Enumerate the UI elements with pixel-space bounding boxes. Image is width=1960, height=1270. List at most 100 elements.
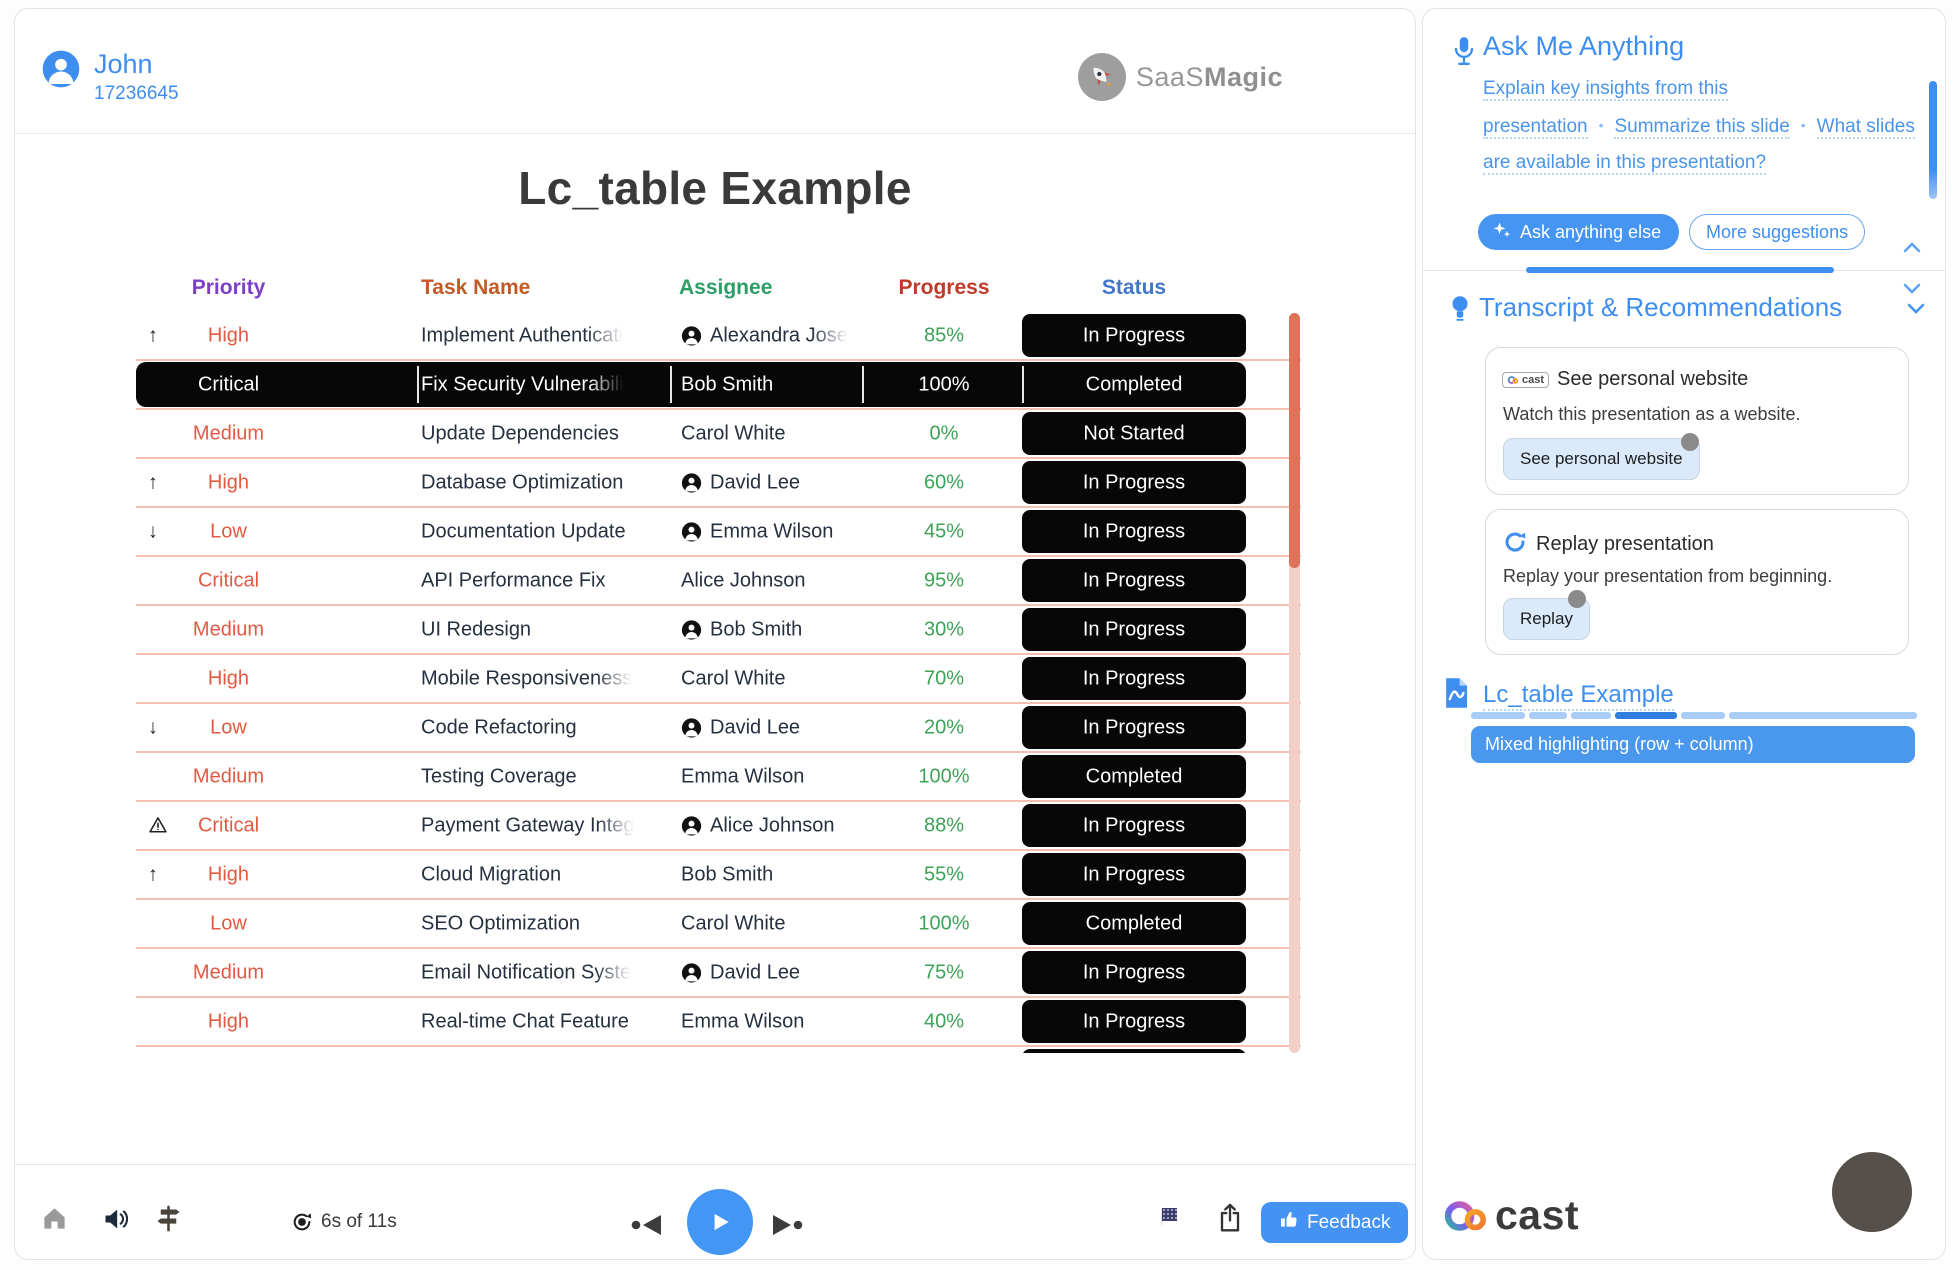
progress-cell: 40% bbox=[923, 1010, 965, 1032]
cast-wordmark: cast bbox=[1495, 1192, 1580, 1238]
progress-cell: 60% bbox=[923, 471, 965, 493]
table-row: Critical Payment Gateway Integ Alice Johns… bbox=[136, 802, 1301, 851]
assistant-sidebar: Ask Me Anything Explain key insights fro… bbox=[1422, 8, 1946, 1260]
down-icon: ↓ bbox=[148, 716, 158, 739]
drag-dot[interactable] bbox=[1681, 433, 1699, 451]
us-flag-icon[interactable] bbox=[1161, 1207, 1177, 1226]
slide-segment[interactable] bbox=[1571, 712, 1611, 719]
thumbs-up-icon bbox=[1279, 1210, 1299, 1236]
progress-cell: 20% bbox=[923, 716, 965, 738]
see-personal-website-button[interactable]: See personal website bbox=[1503, 438, 1700, 480]
card-body: Replay your presentation from beginning. bbox=[1503, 566, 1833, 586]
suggestion-link[interactable]: Explain key insights from this presentat… bbox=[1483, 78, 1728, 139]
progress-cell: 88% bbox=[923, 814, 965, 836]
slide-segment[interactable] bbox=[1529, 712, 1567, 719]
recommendation-card-website: cast See personal website Watch this pre… bbox=[1485, 347, 1909, 495]
drag-dot[interactable] bbox=[1568, 590, 1586, 608]
progress-cell: 70% bbox=[923, 667, 965, 689]
next-icon[interactable] bbox=[771, 1214, 803, 1241]
assignee-avatar-icon bbox=[681, 325, 702, 346]
progress-cell: 75% bbox=[923, 961, 965, 983]
home-icon[interactable] bbox=[41, 1205, 68, 1237]
brand-logo: SaaSMagic bbox=[1077, 53, 1283, 101]
signpost-icon[interactable] bbox=[153, 1203, 184, 1239]
volume-icon[interactable] bbox=[101, 1205, 131, 1238]
status-highlight bbox=[1022, 412, 1246, 455]
brand-wordmark: SaaSMagic bbox=[1135, 61, 1283, 92]
priority-cell: ↑ High bbox=[148, 863, 250, 886]
chevron-up-icon[interactable] bbox=[1903, 240, 1921, 258]
webcam-bubble[interactable] bbox=[1832, 1152, 1912, 1232]
status-highlight bbox=[1022, 314, 1246, 357]
table-body: ↑ High Implement Authenticati Alexandra Jos… bbox=[136, 312, 1301, 1053]
column-header: Status bbox=[1101, 276, 1167, 299]
task-cell: Update Dependencies bbox=[421, 422, 619, 444]
loop-icon[interactable] bbox=[290, 1211, 314, 1238]
chevron-down-icon[interactable] bbox=[1907, 301, 1925, 319]
table-row: High Mobile Responsiveness Carol White 70% I… bbox=[136, 655, 1301, 704]
assignee-cell: Alice Johnson bbox=[681, 814, 966, 837]
status-highlight bbox=[1022, 1049, 1246, 1053]
status-cell: Completed bbox=[1085, 912, 1183, 934]
chevron-down-icon[interactable] bbox=[1903, 281, 1921, 299]
playback-time: 6s of 11s bbox=[321, 1211, 397, 1232]
feedback-button[interactable]: Feedback bbox=[1261, 1202, 1409, 1243]
task-table: Priority Task Name Assignee Progress Status … bbox=[136, 266, 1301, 1053]
document-icon bbox=[1441, 677, 1471, 714]
task-cell: UI Redesign bbox=[421, 618, 532, 640]
cast-logo-icon[interactable]: cast bbox=[1443, 1192, 1579, 1239]
status-highlight bbox=[1022, 608, 1246, 651]
previous-icon[interactable] bbox=[631, 1214, 663, 1241]
slide-segment[interactable] bbox=[1615, 712, 1677, 719]
table-row: Medium UI Redesign Bob Smith 30% In Progress bbox=[136, 606, 1301, 655]
table-scrollbar[interactable] bbox=[1289, 313, 1300, 1053]
priority-cell: ↑ High bbox=[148, 324, 250, 347]
deck-title-link[interactable]: Lc_table Example bbox=[1483, 681, 1674, 711]
table-row bbox=[136, 1047, 1301, 1053]
warning-icon bbox=[148, 816, 168, 836]
suggestion-link[interactable]: What slides are available in this presen… bbox=[1483, 116, 1915, 175]
play-icon[interactable] bbox=[687, 1189, 753, 1255]
status-cell: In Progress bbox=[1082, 1010, 1186, 1032]
assignee-cell: Carol White bbox=[681, 422, 786, 444]
assignee-cell: Emma Wilson bbox=[681, 765, 805, 787]
priority-cell: Low bbox=[210, 912, 247, 934]
assignee-cell: Emma Wilson bbox=[681, 1010, 805, 1032]
status-cell: In Progress bbox=[1082, 863, 1186, 885]
table-row: ↑ High Implement Authenticati Alexandra Jos… bbox=[136, 312, 1301, 361]
assignee-cell: Alice Johnson bbox=[681, 569, 806, 591]
more-suggestions-button[interactable]: More suggestions bbox=[1689, 214, 1866, 250]
task-cell: Documentation Update bbox=[421, 520, 626, 542]
status-highlight bbox=[1022, 951, 1246, 994]
user-block: John 17236645 bbox=[41, 49, 179, 105]
slide-segment[interactable] bbox=[1729, 712, 1917, 719]
suggestion-link[interactable]: Summarize this slide bbox=[1614, 116, 1790, 139]
progress-cell: 30% bbox=[923, 618, 965, 640]
user-avatar-icon bbox=[41, 49, 81, 105]
progress-cell: 55% bbox=[923, 863, 965, 885]
slide-segment[interactable] bbox=[1681, 712, 1725, 719]
priority-cell: Critical bbox=[197, 569, 260, 591]
active-slide-pill[interactable]: Mixed highlighting (row + column) bbox=[1471, 726, 1915, 763]
user-id: 17236645 bbox=[94, 83, 179, 104]
ama-scrollbar[interactable] bbox=[1929, 81, 1937, 199]
task-cell: Fix Security Vulnerabili bbox=[421, 373, 624, 396]
progress-cell: 100% bbox=[918, 912, 970, 934]
progress-cell: 0% bbox=[929, 422, 959, 444]
player-toolbar: 6s of 11s Feedback bbox=[15, 1164, 1415, 1259]
status-cell: In Progress bbox=[1082, 569, 1186, 591]
task-cell: Mobile Responsiveness bbox=[421, 667, 633, 690]
slide-segment[interactable] bbox=[1471, 712, 1525, 719]
status-cell: Completed bbox=[1085, 373, 1183, 395]
status-cell: In Progress bbox=[1082, 520, 1186, 542]
ask-anything-button[interactable]: Ask anything else bbox=[1478, 214, 1680, 250]
progress-cell: 100% bbox=[918, 765, 970, 787]
share-icon[interactable] bbox=[1215, 1202, 1245, 1239]
priority-cell: High bbox=[207, 1010, 250, 1032]
priority-cell: ↑ High bbox=[148, 471, 250, 494]
assignee-avatar-icon bbox=[681, 815, 702, 836]
status-highlight bbox=[1022, 853, 1246, 896]
sparkles-icon bbox=[1492, 220, 1512, 245]
table-scrollbar-thumb[interactable] bbox=[1289, 313, 1300, 568]
up-icon: ↑ bbox=[148, 324, 158, 347]
